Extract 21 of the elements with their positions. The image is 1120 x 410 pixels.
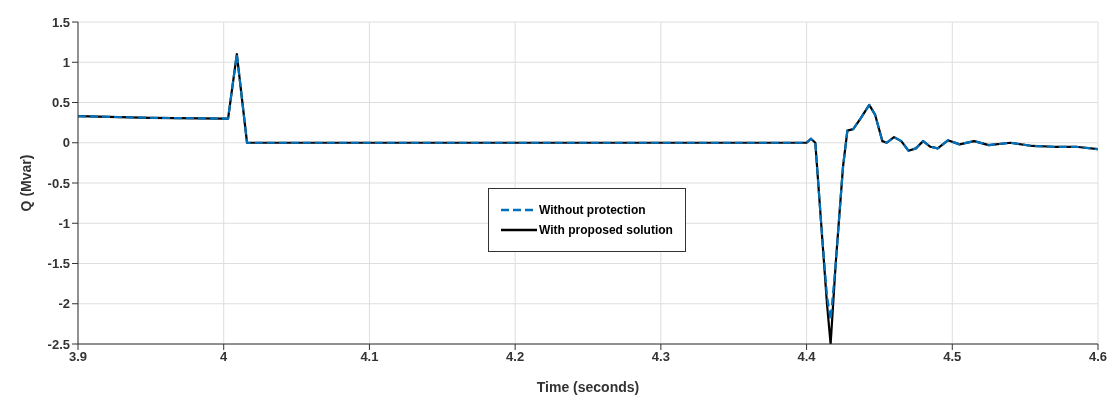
x-tick-label: 3.9	[68, 349, 88, 365]
y-tick-label: -2.5	[47, 336, 70, 352]
x-tick-label: 4.1	[360, 349, 379, 365]
legend-label: Without protection	[539, 203, 646, 217]
x-tick-label: 4.3	[651, 349, 670, 365]
y-tick-label: 1	[62, 54, 70, 70]
x-tick-label: 4.5	[943, 349, 962, 365]
y-tick-label: 1.5	[51, 14, 70, 30]
x-tick-label: 4.4	[797, 349, 817, 365]
x-tick-label: 4.2	[506, 349, 525, 365]
y-tick-label: -2	[58, 296, 70, 312]
y-tick-label: -1	[58, 215, 70, 231]
y-tick-label: 0.5	[51, 95, 70, 111]
legend-label: With proposed solution	[539, 223, 673, 237]
x-tick-label: 4	[220, 349, 229, 365]
x-axis-title: Time (seconds)	[536, 379, 640, 395]
y-tick-label: -1.5	[47, 256, 70, 272]
y-axis-title: Q (Mvar)	[17, 154, 34, 212]
y-tick-label: -0.5	[47, 175, 70, 191]
x-tick-label: 4.6	[1088, 349, 1108, 365]
y-tick-label: 0	[62, 135, 70, 151]
